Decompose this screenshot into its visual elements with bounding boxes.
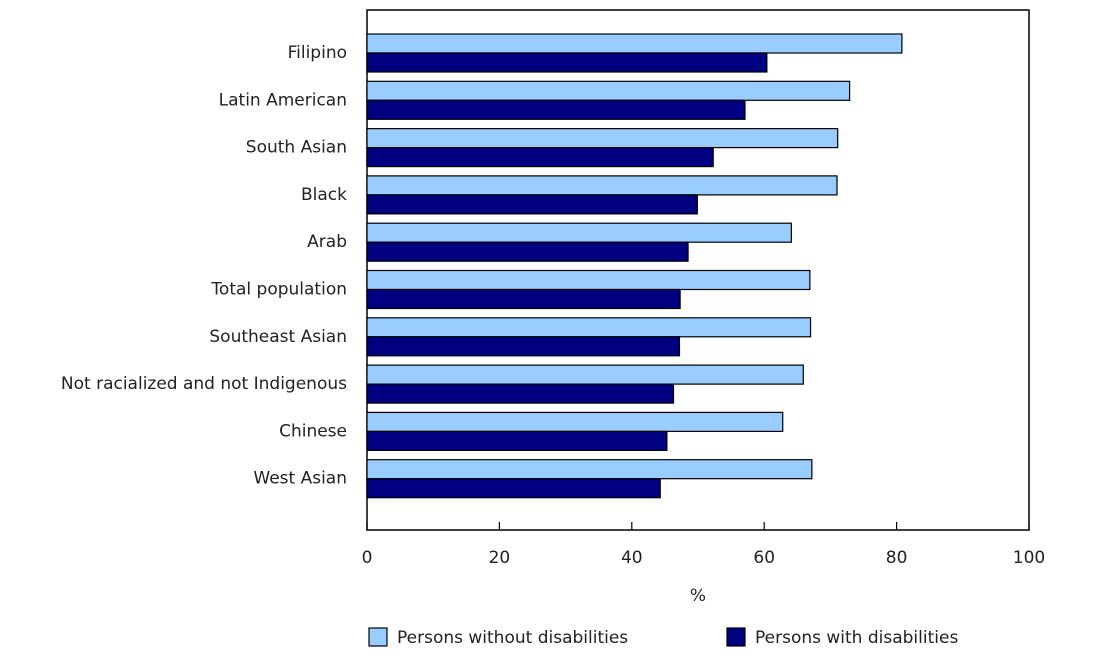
- bar-with-5: [366, 288, 681, 310]
- category-label: Southeast Asian: [209, 327, 347, 347]
- x-tick-label: 60: [753, 548, 775, 568]
- x-tick-label: 40: [621, 548, 643, 568]
- bar-with-2: [366, 147, 714, 168]
- bar-with-3: [366, 194, 698, 215]
- bar-with-0: [366, 52, 768, 73]
- category-label: Chinese: [279, 421, 347, 441]
- bar-without-4: [366, 222, 792, 243]
- category-label: Latin American: [219, 90, 347, 110]
- bar-with-1: [366, 99, 746, 120]
- x-tick-label: 80: [886, 548, 908, 568]
- category-label: Black: [301, 185, 347, 205]
- bar-without-8: [366, 411, 784, 432]
- bar-without-3: [366, 175, 838, 196]
- legend-label-with: Persons with disabilities: [755, 628, 958, 648]
- legend-swatch-with: [726, 627, 746, 647]
- x-tick-label: 0: [362, 548, 373, 568]
- bar-without-2: [366, 128, 839, 149]
- category-label: Total population: [210, 280, 347, 300]
- bar-without-7: [366, 364, 804, 385]
- category-label: Not racialized and not Indigenous: [61, 374, 347, 394]
- bar-with-7: [366, 383, 675, 404]
- category-label: West Asian: [253, 469, 347, 489]
- bar-without-6: [366, 317, 812, 338]
- category-label: Arab: [307, 232, 347, 252]
- category-label: Filipino: [288, 43, 347, 63]
- bar-with-8: [366, 430, 668, 451]
- x-axis-title: %: [690, 586, 706, 606]
- bar-with-6: [366, 336, 681, 357]
- legend-label-without: Persons without disabilities: [397, 628, 628, 648]
- bar-with-9: [366, 478, 661, 499]
- category-label: South Asian: [246, 138, 347, 158]
- legend-swatch-without: [368, 627, 388, 647]
- bar-without-5: [366, 269, 811, 291]
- x-tick-label: 20: [489, 548, 511, 568]
- x-tick-label: 100: [1013, 548, 1045, 568]
- bar-without-0: [366, 33, 903, 54]
- bar-without-1: [366, 80, 851, 101]
- bar-without-9: [366, 459, 813, 480]
- bar-with-4: [366, 241, 689, 262]
